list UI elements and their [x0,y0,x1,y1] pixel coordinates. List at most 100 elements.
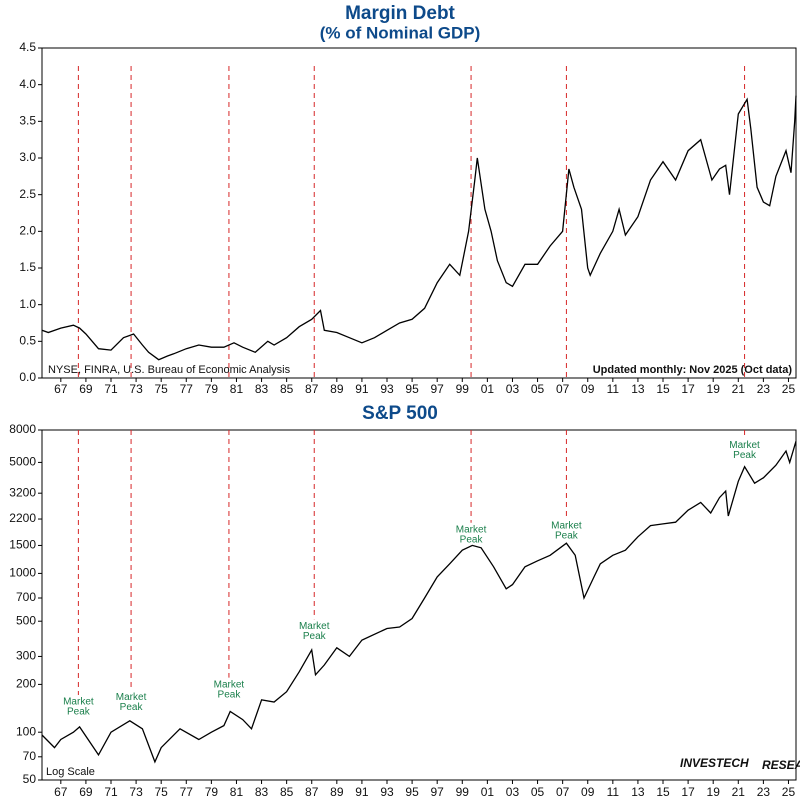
annotation: Peak [218,689,242,700]
x-tick-label: 77 [180,382,194,396]
annotation: Peak [120,702,144,713]
logo-sub: RESEARCH [762,758,800,772]
annotation: Market [299,621,330,632]
x-tick-label: 87 [305,382,319,396]
x-tick-label: 69 [79,785,93,799]
annotation: Market [729,440,760,451]
annotation: Market [214,679,245,690]
y-tick-label: 100 [16,724,36,738]
x-tick-label: 09 [581,382,595,396]
update-note: Updated monthly: Nov 2025 (Oct data) [593,364,793,376]
y-tick-label: 1500 [9,538,36,552]
x-tick-label: 21 [732,785,746,799]
x-tick-label: 09 [581,785,595,799]
x-tick-label: 81 [230,785,244,799]
x-tick-label: 25 [782,382,796,396]
x-tick-label: 97 [431,785,445,799]
x-tick-label: 19 [707,382,721,396]
annotation: Peak [460,534,484,545]
x-tick-label: 83 [255,382,269,396]
x-tick-label: 07 [556,785,570,799]
x-tick-label: 19 [707,785,721,799]
y-tick-label: 3200 [9,485,36,499]
x-tick-label: 99 [456,785,470,799]
x-tick-label: 11 [607,785,620,799]
x-tick-label: 67 [54,382,68,396]
x-tick-label: 93 [380,382,394,396]
data-line [41,441,797,764]
x-tick-label: 05 [531,785,545,799]
annotation: Peak [555,531,579,542]
scale-note: Log Scale [46,766,95,778]
annotation: Market [456,524,487,535]
x-tick-label: 89 [330,382,344,396]
x-tick-label: 15 [656,382,670,396]
x-tick-label: 17 [681,382,695,396]
annotation: Peak [733,450,757,461]
logo: INVESTECH [680,756,749,770]
x-tick-label: 85 [280,785,294,799]
y-tick-label: 1.5 [19,260,36,274]
y-tick-label: 70 [23,749,37,763]
annotation: Peak [303,631,327,642]
annotation: Market [551,521,582,532]
annotation: Market [63,697,94,708]
x-tick-label: 71 [104,785,118,799]
source-note: NYSE, FINRA, U.S. Bureau of Economic Ana… [48,364,291,376]
y-tick-label: 200 [16,677,36,691]
x-tick-label: 91 [355,382,369,396]
y-tick-label: 1000 [9,566,36,580]
x-tick-label: 95 [405,785,419,799]
y-tick-label: 5000 [9,455,36,469]
y-tick-label: 2.5 [19,187,36,201]
x-tick-label: 15 [656,785,670,799]
y-tick-label: 3.0 [19,150,36,164]
x-tick-label: 25 [782,785,796,799]
y-tick-label: 700 [16,590,36,604]
annotation: Peak [67,707,91,718]
x-tick-label: 95 [405,382,419,396]
y-tick-label: 500 [16,613,36,627]
x-tick-label: 73 [129,785,143,799]
x-tick-label: 01 [481,382,495,396]
y-tick-label: 0.5 [19,334,36,348]
y-tick-label: 4.5 [19,40,36,54]
y-tick-label: 4.0 [19,77,36,91]
y-tick-label: 2.0 [19,224,36,238]
x-tick-label: 79 [205,785,219,799]
x-tick-label: 23 [757,785,771,799]
x-tick-label: 21 [732,382,746,396]
x-tick-label: 99 [456,382,470,396]
x-tick-label: 05 [531,382,545,396]
x-tick-label: 81 [230,382,244,396]
x-tick-label: 23 [757,382,771,396]
x-tick-label: 13 [631,382,645,396]
chart-title: Margin Debt [345,3,455,24]
x-tick-label: 89 [330,785,344,799]
x-tick-label: 91 [355,785,369,799]
y-tick-label: 1.0 [19,297,36,311]
x-tick-label: 13 [631,785,645,799]
plot-frame [41,47,797,379]
y-tick-label: 2200 [9,511,36,525]
x-tick-label: 71 [104,382,118,396]
x-tick-label: 69 [79,382,93,396]
x-tick-label: 83 [255,785,269,799]
x-tick-label: 17 [681,785,695,799]
x-tick-label: 73 [129,382,143,396]
x-tick-label: 85 [280,382,294,396]
y-tick-label: 3.5 [19,114,36,128]
x-tick-label: 87 [305,785,319,799]
x-tick-label: 67 [54,785,68,799]
x-tick-label: 93 [380,785,394,799]
x-tick-label: 07 [556,382,570,396]
chart-subtitle: (% of Nominal GDP) [320,23,481,42]
y-tick-label: 8000 [9,422,36,436]
x-tick-label: 75 [155,382,169,396]
x-tick-label: 11 [607,382,620,396]
x-tick-label: 03 [506,785,520,799]
plot-frame [41,429,797,781]
annotation: Market [116,692,147,703]
y-tick-label: 0.0 [19,370,36,384]
